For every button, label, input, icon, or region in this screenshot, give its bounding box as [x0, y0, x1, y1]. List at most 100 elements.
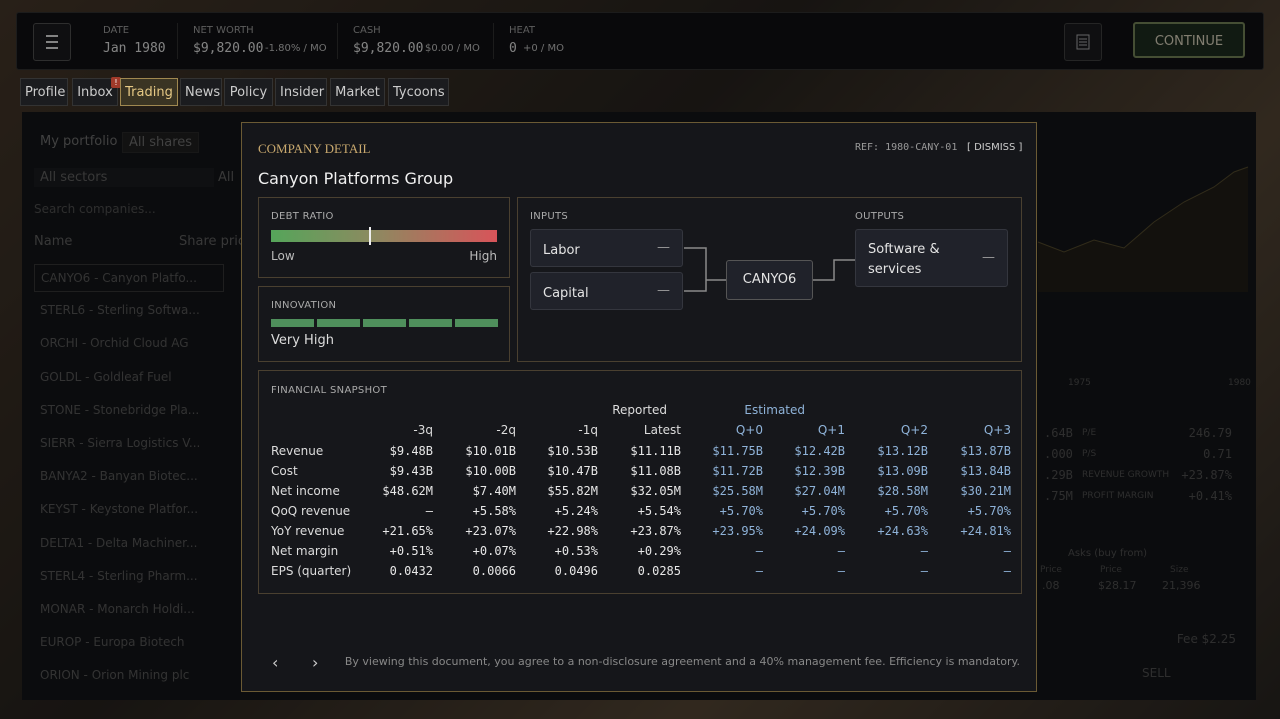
flow-node: Labor — — [530, 229, 683, 267]
company-detail-modal: COMPANY DETAIL REF: 1980-CANY-01 [ DISMI… — [241, 122, 1037, 692]
column-header: Q+0 — [735, 423, 763, 437]
cell: $11.08B — [630, 464, 681, 478]
order-col: Size — [1170, 565, 1189, 575]
cell: 0.0285 — [637, 564, 681, 578]
stat-label: PROFIT MARGIN — [1082, 491, 1154, 501]
tab[interactable]: Inbox! — [72, 77, 121, 106]
stat-value: $9,820.00 — [193, 41, 264, 56]
stat-delta: $0.00 / MO — [425, 43, 480, 54]
sell-button[interactable]: SELL — [1142, 666, 1171, 680]
node-name: Software & services — [868, 242, 940, 277]
stat-delta: +0 / MO — [523, 43, 564, 54]
meter-seg — [455, 319, 498, 327]
chart-axis-label: 1975 — [1068, 378, 1091, 388]
company-row[interactable]: ORCHI - Orchid Cloud AG — [40, 336, 189, 351]
notes-icon — [1076, 34, 1090, 50]
stat-delta: -1.80% / MO — [265, 43, 327, 54]
tab[interactable]: Tycoons — [388, 78, 449, 106]
disclaimer: By viewing this document, you agree to a… — [344, 655, 1020, 668]
row-label: QoQ revenue — [271, 504, 351, 518]
company-row[interactable]: DELTA1 - Delta Machiner... — [40, 535, 198, 550]
tab[interactable]: Policy — [224, 78, 273, 106]
tab[interactable]: Insider — [275, 78, 327, 106]
cell: — — [837, 544, 845, 558]
company-row[interactable]: ORION - Orion Mining plc — [40, 668, 190, 683]
company-row[interactable]: KEYST - Keystone Platfor... — [40, 502, 199, 517]
cell: +0.51% — [389, 544, 433, 558]
cell: — — [755, 544, 763, 558]
company-row[interactable]: STONE - Stonebridge Pla... — [40, 402, 200, 417]
node-name: Capital — [543, 286, 589, 301]
company-row[interactable]: BANYA2 - Banyan Biotec... — [40, 469, 198, 484]
node-value: — — [657, 240, 670, 255]
row-label: EPS (quarter) — [271, 564, 352, 578]
company-row[interactable]: GOLDL - Goldleaf Fuel — [40, 369, 172, 384]
company-row[interactable]: STERL6 - Sterling Softwa... — [40, 303, 200, 318]
flow-node: Capital — — [530, 272, 683, 310]
kicker: COMPANY DETAIL — [258, 141, 371, 156]
order-cell: $28.17 — [1098, 579, 1137, 592]
flow-card: INPUTS OUTPUTS CANYO6 Labor — Capital — Soft… — [517, 197, 1022, 362]
company-row[interactable]: STERL4 - Sterling Pharm... — [40, 568, 198, 583]
cell: +22.98% — [547, 524, 598, 538]
column-header: Q+1 — [817, 423, 845, 437]
tab[interactable]: Profile — [20, 78, 68, 106]
company-row[interactable]: SIERR - Sierra Logistics V... — [40, 436, 201, 450]
chart-axis-label: 1980 — [1228, 378, 1251, 388]
snapshot-title: FINANCIAL SNAPSHOT — [271, 385, 387, 396]
divider — [337, 23, 338, 59]
row-label: Net income — [271, 484, 340, 498]
divider — [177, 23, 178, 59]
node-value: — — [657, 283, 670, 298]
cell: +5.70% — [801, 504, 845, 518]
dismiss-button[interactable]: [ DISMISS ] — [967, 142, 1023, 153]
filter-button[interactable]: All shares — [122, 132, 200, 153]
cell: $7.40M — [472, 484, 516, 498]
stat-value: Jan 1980 — [103, 41, 166, 56]
notes-button[interactable] — [1064, 23, 1102, 61]
cell: +0.53% — [554, 544, 598, 558]
outputs-label: OUTPUTS — [855, 211, 905, 222]
ref: REF: 1980-CANY-01 — [855, 142, 958, 153]
column-header: -1q — [578, 423, 598, 437]
column-header: Latest — [643, 423, 681, 437]
stat-partial: .29B — [1044, 468, 1073, 482]
tab[interactable]: Trading — [120, 78, 178, 106]
cell: $11.75B — [712, 444, 763, 458]
company-row[interactable]: CANYO6 - Canyon Platfo... — [34, 264, 224, 292]
tab[interactable]: Market — [330, 78, 385, 106]
cell: — — [920, 544, 928, 558]
group-header: Reported — [612, 403, 667, 417]
row-label: YoY revenue — [271, 524, 345, 538]
flow-lines — [684, 247, 856, 292]
cell: $11.72B — [712, 464, 763, 478]
cell: +23.95% — [712, 524, 763, 538]
innovation-value: Very High — [271, 333, 334, 348]
next-button[interactable]: › — [312, 653, 319, 672]
company-row[interactable]: MONAR - Monarch Holdi... — [40, 602, 195, 616]
tab[interactable]: News — [180, 78, 222, 106]
order-cell: .08 — [1042, 579, 1060, 592]
cell: +0.29% — [637, 544, 681, 558]
continue-button[interactable]: CONTINUE — [1133, 22, 1245, 58]
menu-button[interactable] — [33, 23, 71, 61]
row-label: Cost — [271, 464, 298, 478]
stat-label: P/E — [1082, 428, 1097, 438]
prev-button[interactable]: ‹ — [272, 653, 279, 672]
cell: $13.12B — [877, 444, 928, 458]
top-bar: CONTINUE DATE Jan 1980 NET WORTH $9,820.00-… — [16, 12, 1264, 70]
fee: Fee $2.25 — [1176, 632, 1236, 646]
filter-button[interactable]: My portfolio — [40, 134, 118, 149]
stat-label: HEAT — [509, 25, 536, 36]
cell: +24.63% — [877, 524, 928, 538]
column-header: Q+3 — [983, 423, 1011, 437]
cell: +5.24% — [554, 504, 598, 518]
company-name: Canyon Platforms Group — [258, 169, 454, 188]
sector-select[interactable]: All sectors — [34, 168, 214, 187]
search-input[interactable]: Search companies... — [34, 202, 156, 216]
filter-select[interactable]: All — [218, 170, 235, 185]
cell: 0.0066 — [472, 564, 516, 578]
company-row[interactable]: EUROP - Europa Biotech — [40, 635, 185, 650]
debt-high: High — [469, 249, 497, 263]
stat-value: 0.71 — [1203, 447, 1232, 461]
